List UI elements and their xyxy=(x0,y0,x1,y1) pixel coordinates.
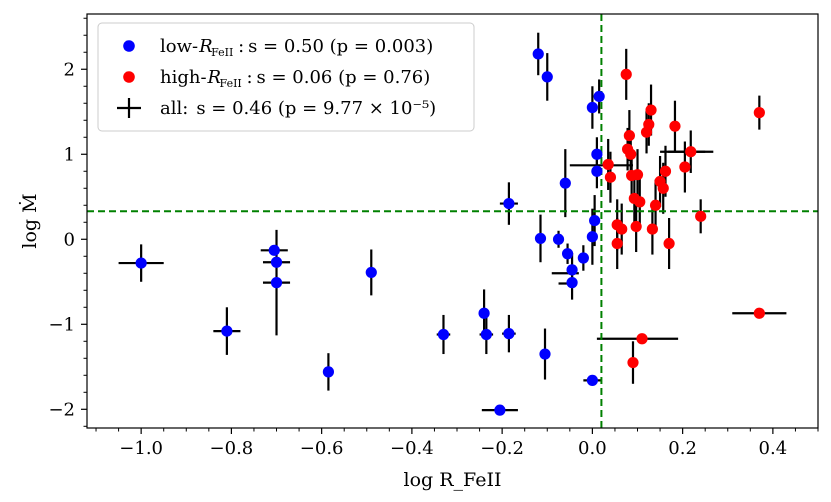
low-fe-point xyxy=(478,307,490,319)
plot-area xyxy=(87,14,818,428)
all-legend-prefix: all: xyxy=(160,98,188,119)
high-legend-symbol: R xyxy=(207,67,222,88)
high-legend-colon: : xyxy=(247,67,253,88)
low-fe-point xyxy=(437,328,450,341)
high-fe-point xyxy=(663,237,675,250)
high-fe-point xyxy=(679,161,691,173)
low-fe-point xyxy=(566,264,578,276)
low-legend-prefix: low- xyxy=(160,36,198,57)
low-fe-point xyxy=(577,252,589,264)
low-fe-point xyxy=(135,257,147,269)
high-fe-point xyxy=(753,307,765,319)
y-axis-label: log Ṁ xyxy=(18,193,41,248)
x-tick-label: −0.2 xyxy=(480,438,524,459)
high-legend-label: s = 0.06 (p = 0.76) xyxy=(257,67,431,88)
high-fe-point xyxy=(602,158,614,171)
low-fe-point xyxy=(561,248,574,260)
y-tick-label: 1 xyxy=(64,144,75,165)
all-legend-label: s = 0.46 (p = 9.77 × 10⁻⁵) xyxy=(196,98,436,119)
low-fe-point xyxy=(503,328,515,340)
low-legend-symbol: R xyxy=(198,36,213,57)
low-fe-point xyxy=(365,266,377,279)
x-axis-label: log R_FeII xyxy=(404,469,502,491)
x-tick-label: −0.8 xyxy=(210,438,254,459)
high-fe-point xyxy=(625,148,637,160)
low-fe-point xyxy=(532,48,544,60)
x-tick-label: 0.0 xyxy=(578,438,607,459)
low-fe-point xyxy=(586,374,598,386)
low-fe-point xyxy=(566,277,578,289)
y-tick-label: −2 xyxy=(48,399,75,420)
high-fe-point xyxy=(645,104,657,116)
low-fe-point xyxy=(534,232,547,245)
low-fe-point xyxy=(322,366,335,378)
low-fe-point xyxy=(494,404,506,416)
low-legend-marker xyxy=(123,40,135,52)
low-fe-point xyxy=(586,101,598,114)
high-fe-point xyxy=(630,220,642,233)
high-fe-point xyxy=(616,223,628,235)
plot-frame xyxy=(86,13,819,429)
high-fe-point xyxy=(657,182,669,194)
high-fe-point xyxy=(627,356,639,369)
high-fe-point xyxy=(623,129,635,142)
high-fe-point xyxy=(620,68,632,80)
low-fe-point xyxy=(270,277,283,289)
high-fe-point xyxy=(695,210,707,222)
high-legend-subscript: FeII xyxy=(220,77,242,90)
low-legend-label: s = 0.50 (p = 0.003) xyxy=(248,36,433,57)
low-fe-point xyxy=(539,348,551,360)
high-fe-point xyxy=(659,165,672,177)
low-fe-point xyxy=(270,256,283,268)
y-tick-label: 2 xyxy=(64,59,75,80)
high-fe-point xyxy=(685,146,697,158)
y-tick-label: 0 xyxy=(64,229,75,250)
high-fe-point xyxy=(631,169,644,181)
low-fe-point xyxy=(541,71,553,83)
low-fe-point xyxy=(552,233,565,245)
high-fe-point xyxy=(643,118,655,131)
high-fe-point xyxy=(611,237,623,250)
high-fe-point xyxy=(669,120,681,132)
y-tick-label: −1 xyxy=(48,314,75,335)
low-fe-point xyxy=(593,90,605,103)
high-fe-point xyxy=(634,196,646,208)
high-fe-point xyxy=(753,107,765,119)
x-tick-label: −1.0 xyxy=(119,438,163,459)
x-tick-label: 0.4 xyxy=(759,438,788,459)
low-fe-point xyxy=(559,177,571,189)
high-fe-point xyxy=(646,223,658,235)
legend-box xyxy=(97,22,475,132)
x-tick-label: −0.6 xyxy=(300,438,344,459)
high-legend-prefix: high- xyxy=(160,67,207,88)
x-tick-label: 0.2 xyxy=(668,438,697,459)
low-fe-point xyxy=(268,244,280,256)
low-fe-point xyxy=(503,197,515,210)
high-fe-point xyxy=(649,199,662,211)
low-fe-point xyxy=(221,325,233,337)
high-fe-point xyxy=(636,333,648,345)
low-legend-colon: : xyxy=(238,36,244,57)
high-legend-marker xyxy=(123,71,135,83)
x-tick-label: −0.4 xyxy=(390,438,434,459)
high-fe-point xyxy=(604,171,617,183)
low-fe-point xyxy=(591,148,603,160)
low-fe-point xyxy=(591,165,603,177)
low-legend-subscript: FeII xyxy=(211,46,233,59)
low-fe-point xyxy=(586,231,598,243)
low-fe-point xyxy=(589,214,601,227)
low-fe-point xyxy=(480,328,492,341)
axes: −1.0 −0.8 −0.6 −0.4 −0.2 0.0 0.2 0.4 −2 −1 0 1 2 log … xyxy=(18,13,819,491)
